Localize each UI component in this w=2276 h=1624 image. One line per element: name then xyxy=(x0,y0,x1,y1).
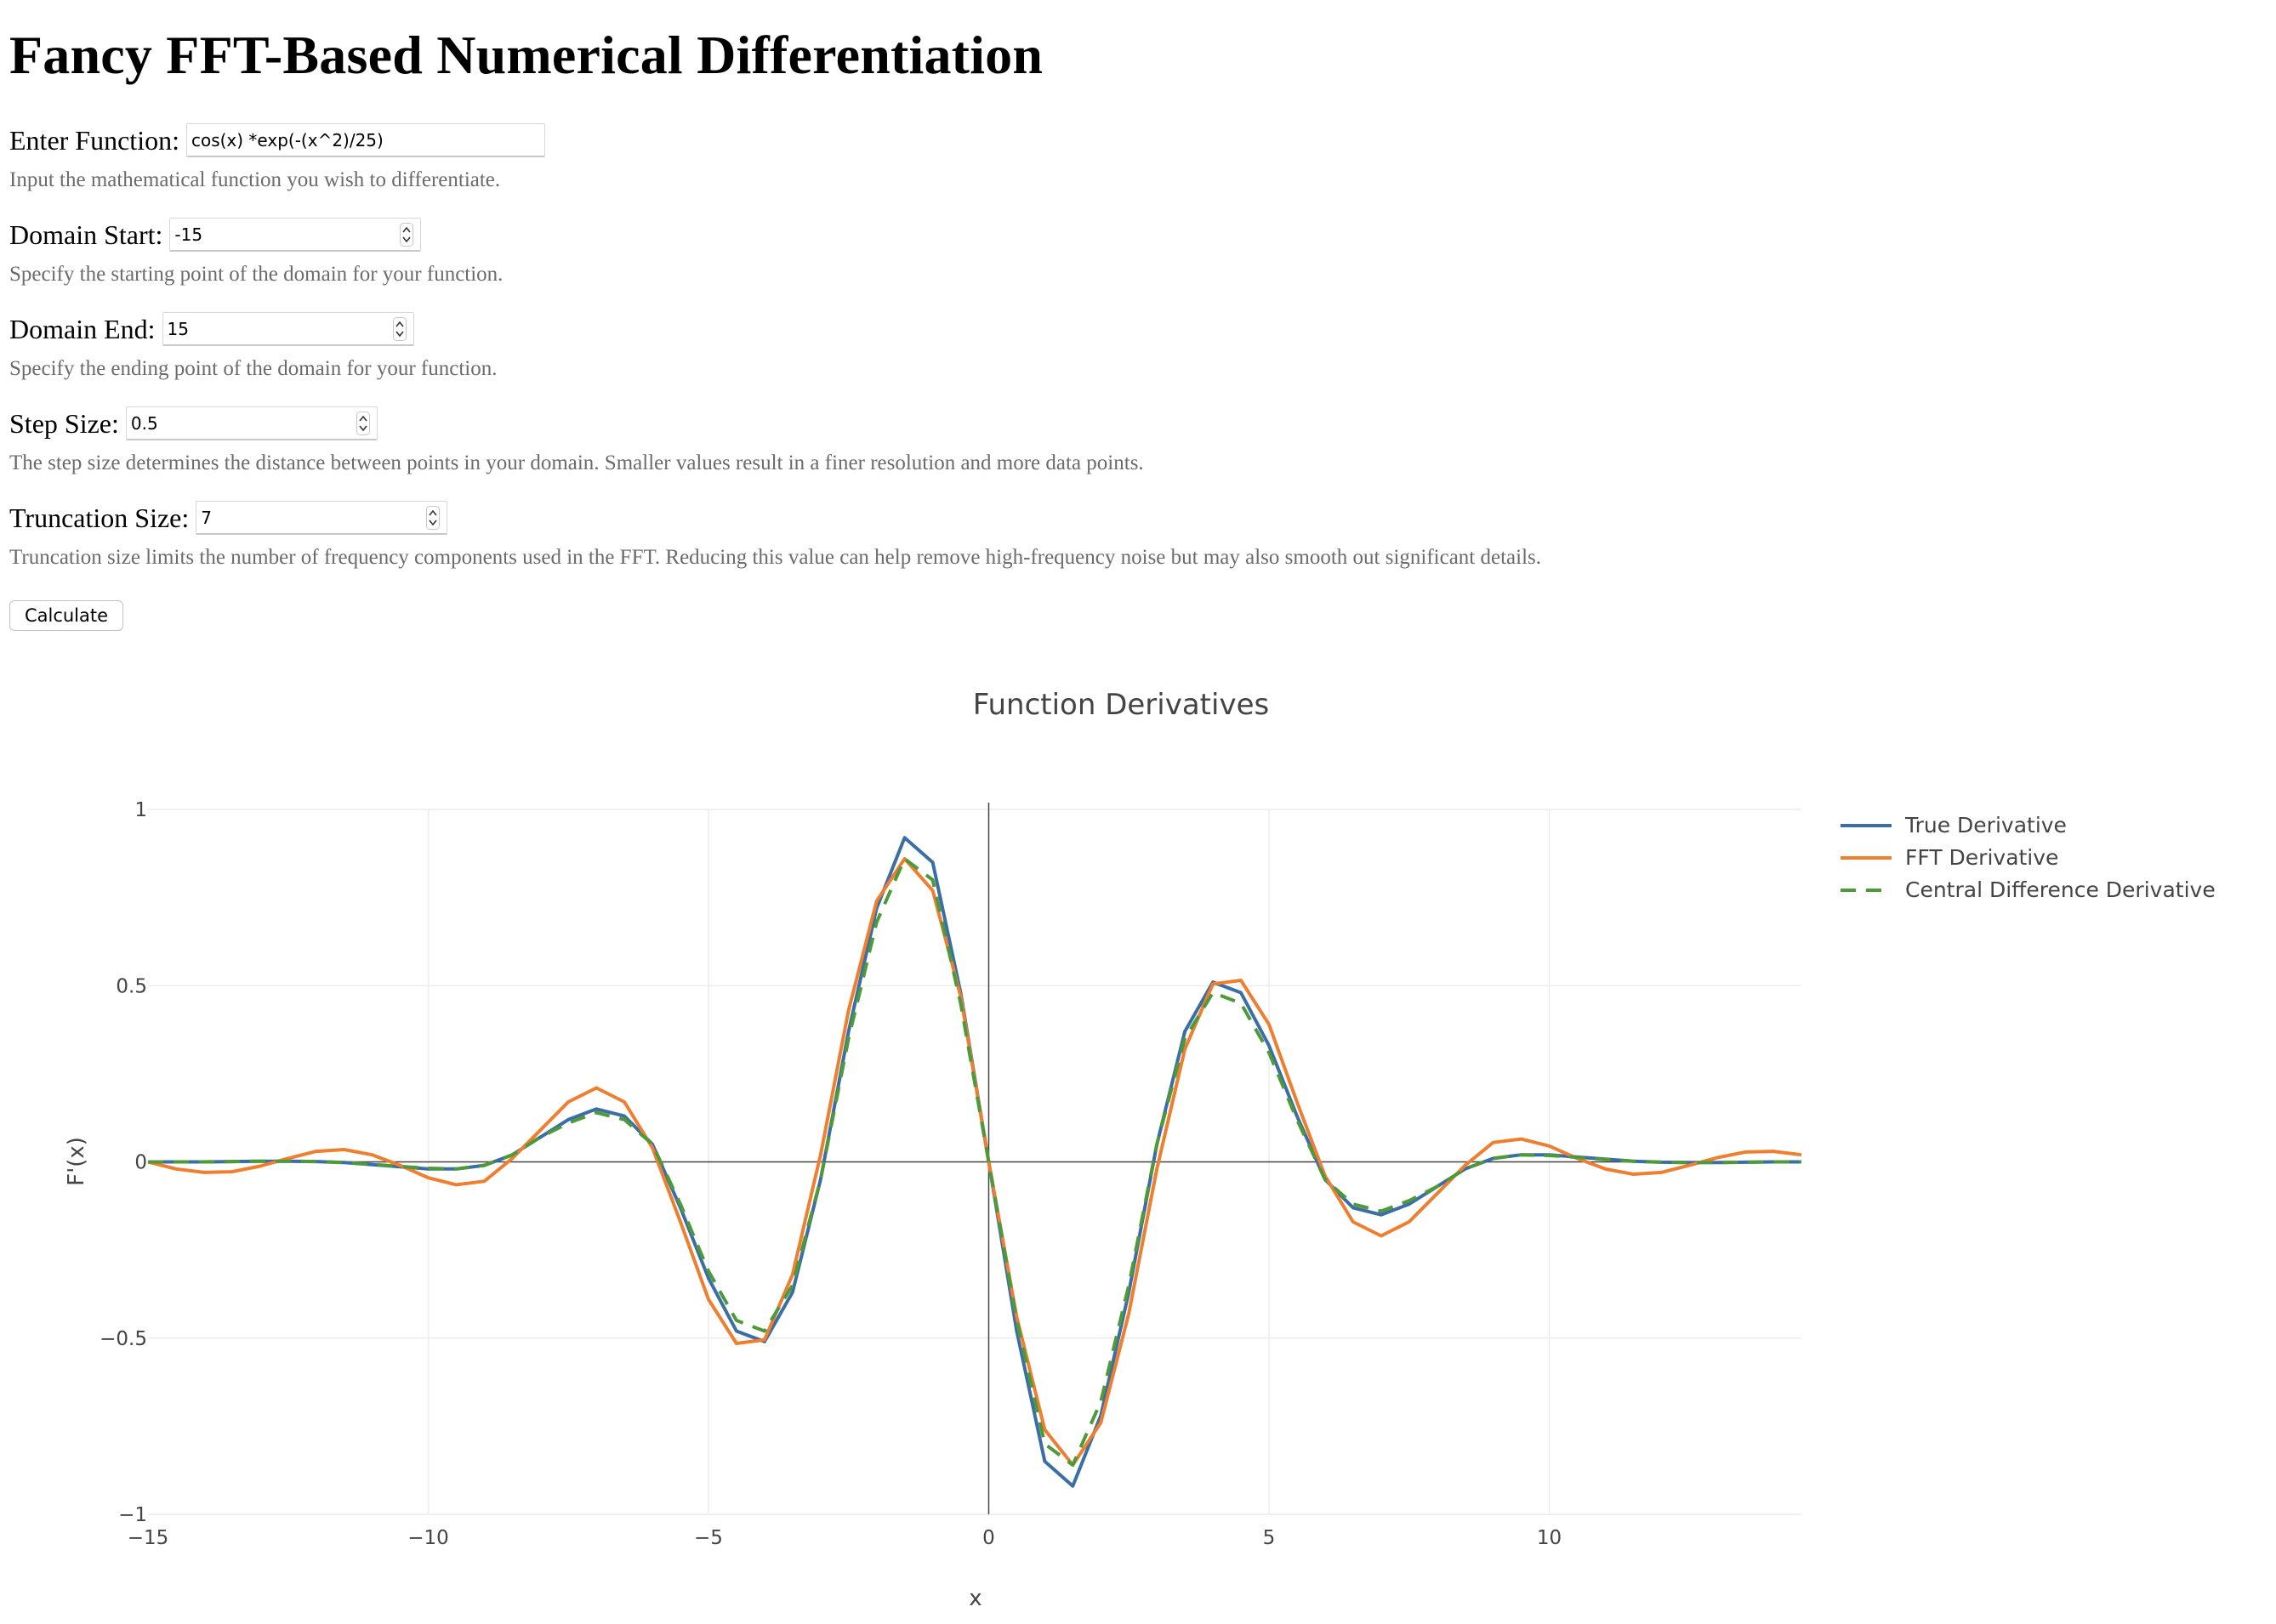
x-tick-label: 5 xyxy=(1263,1527,1276,1549)
calculate-button[interactable]: Calculate xyxy=(9,600,123,631)
domain-end-input[interactable] xyxy=(162,312,413,345)
y-tick-label: 0 xyxy=(134,1152,147,1174)
step-size-field: Step Size: xyxy=(9,404,378,443)
domain-end-hint: Specify the ending point of the domain f… xyxy=(9,357,498,380)
step-size-input-box xyxy=(125,406,378,440)
chart-series xyxy=(147,836,1802,1488)
function-input[interactable] xyxy=(186,123,544,156)
domain-end-input-box xyxy=(162,312,414,346)
y-tick-label: −0.5 xyxy=(100,1328,147,1350)
chart-grid xyxy=(148,809,1801,1515)
y-axis-label: F'(x) xyxy=(64,1137,89,1186)
step-size-stepper-icon[interactable] xyxy=(356,412,370,435)
truncation-size-stepper-icon[interactable] xyxy=(426,506,441,530)
truncation-size-label: Truncation Size: xyxy=(9,503,190,533)
chart-zero-lines xyxy=(148,803,1801,1514)
x-tick-label: −5 xyxy=(694,1527,723,1549)
truncation-size-field: Truncation Size: xyxy=(9,498,448,537)
function-hint: Input the mathematical function you wish… xyxy=(9,168,501,191)
domain-end-stepper-icon[interactable] xyxy=(392,317,407,341)
function-input-box xyxy=(185,123,545,157)
function-field: Enter Function: xyxy=(9,121,545,160)
x-tick-label: −10 xyxy=(407,1527,449,1549)
function-label: Enter Function: xyxy=(9,125,179,156)
page-title: Fancy FFT-Based Numerical Differentiatio… xyxy=(9,25,1044,85)
domain-start-stepper-icon[interactable] xyxy=(400,223,414,247)
chart-title: Function Derivatives xyxy=(973,688,1269,722)
domain-start-label: Domain Start: xyxy=(9,219,163,250)
step-size-input[interactable] xyxy=(126,406,377,440)
chart-legend[interactable]: True Derivative FFT Derivative Central Dif… xyxy=(1841,813,2216,902)
legend-label-3[interactable]: Central Difference Derivative xyxy=(1905,877,2216,902)
x-tick-label: 10 xyxy=(1537,1527,1562,1549)
domain-end-label: Domain End: xyxy=(9,314,156,344)
series-line-3 xyxy=(148,857,1801,1467)
derivatives-chart: Function Derivatives −15 −10 −5 0 5 10−1−0.50… xyxy=(64,688,2216,1611)
x-axis-label: x xyxy=(969,1586,982,1611)
chart-ticks: −15 −10 −5 0 5 10 −1 −0.5 0 0.5 1 xyxy=(100,799,1562,1549)
x-tick-label: −15 xyxy=(128,1527,169,1549)
x-tick-label: 0 xyxy=(982,1527,995,1549)
truncation-size-hint: Truncation size limits the number of fre… xyxy=(9,546,1542,569)
domain-start-hint: Specify the starting point of the domain… xyxy=(9,263,504,286)
domain-start-input-box xyxy=(169,218,422,252)
legend-label-2[interactable]: FFT Derivative xyxy=(1905,845,2058,870)
truncation-size-input-box xyxy=(196,501,448,535)
step-size-hint: The step size determines the distance be… xyxy=(9,451,1144,474)
domain-start-field: Domain Start: xyxy=(9,215,422,254)
truncation-size-input[interactable] xyxy=(196,501,447,534)
domain-start-input[interactable] xyxy=(170,218,421,251)
y-tick-label: 0.5 xyxy=(116,975,147,997)
legend-label-1[interactable]: True Derivative xyxy=(1904,813,2067,838)
y-tick-label: −1 xyxy=(118,1504,147,1526)
step-size-label: Step Size: xyxy=(9,408,119,439)
y-tick-label: 1 xyxy=(134,799,147,821)
domain-end-field: Domain End: xyxy=(9,309,414,349)
